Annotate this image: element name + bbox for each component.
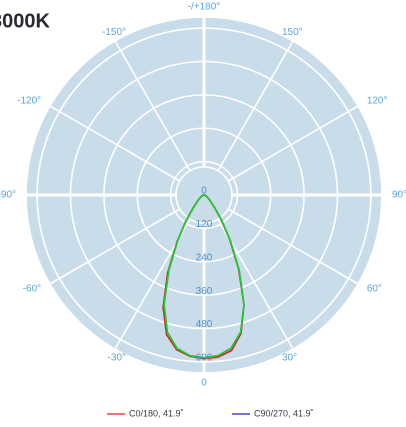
angle-label: 0 (201, 378, 207, 389)
intensity-curve (163, 194, 245, 359)
grid-spoke (217, 40, 294, 172)
grid-spoke (49, 105, 181, 182)
grid-spoke (227, 208, 359, 285)
radial-tick-label: 0 (201, 186, 207, 197)
radial-tick-label: 360 (196, 286, 213, 297)
angle-label: -/+180° (188, 2, 221, 13)
grid-spoke (49, 208, 181, 285)
angle-label: -30° (108, 352, 126, 363)
grid-spoke (114, 40, 191, 172)
angle-label: 60° (367, 284, 382, 295)
angle-label: 150° (282, 27, 303, 38)
angle-label: -120° (17, 96, 41, 107)
angle-label: -90° (0, 190, 16, 201)
angle-label: 90° (392, 190, 406, 201)
angle-label: 30° (282, 352, 297, 363)
radial-tick-label: 240 (196, 252, 213, 263)
legend-label: C90/270, 41.9˚ (254, 408, 314, 418)
chart-title: 3000K (0, 10, 50, 32)
radial-tick-label: 480 (196, 319, 213, 330)
angle-label: 120° (367, 96, 388, 107)
radial-tick-label: 120 (196, 219, 213, 230)
legend-label: C0/180, 41.9˚ (129, 408, 184, 418)
radial-tick-label: 600 (196, 353, 213, 364)
grid-spoke (227, 105, 359, 182)
angle-label: -60° (23, 284, 41, 295)
angle-label: -150° (102, 27, 126, 38)
